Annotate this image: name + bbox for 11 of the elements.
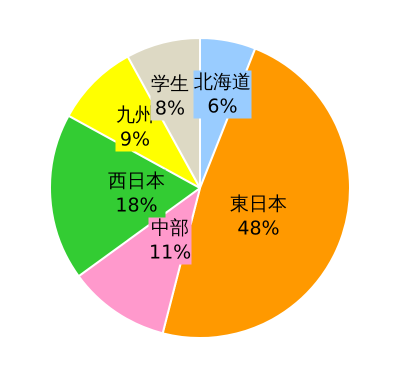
data-label: 48% — [237, 218, 280, 240]
data-label: 18% — [115, 194, 158, 217]
slice-label: 東日本 — [230, 193, 287, 215]
data-label: 11% — [149, 242, 192, 264]
data-label: 6% — [207, 96, 238, 118]
slice-label: 西日本 — [108, 170, 165, 192]
data-label: 8% — [154, 98, 186, 120]
slice-label: 学生 — [151, 73, 189, 95]
slice-label: 北海道 — [194, 71, 251, 93]
data-label: 9% — [120, 128, 150, 151]
slice-label: 中部 — [151, 217, 190, 239]
